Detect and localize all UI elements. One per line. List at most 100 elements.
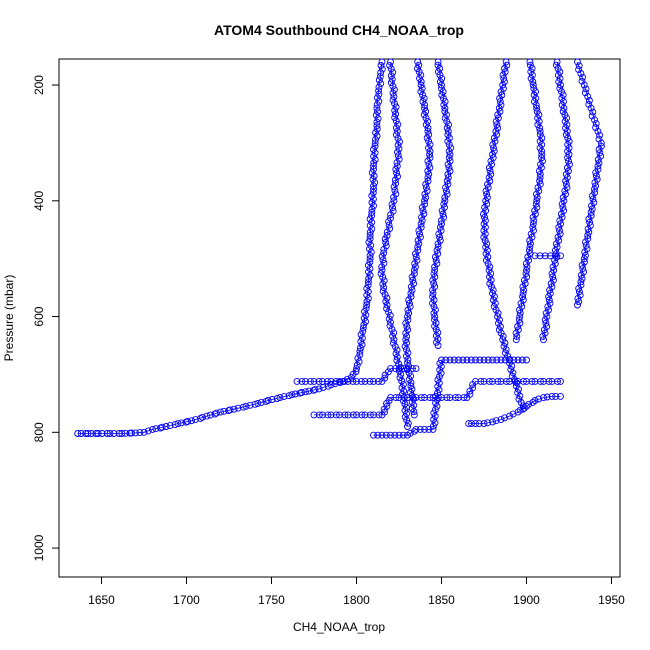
- point-6-5-2: [562, 180, 570, 188]
- point-7-2-2: [581, 89, 589, 97]
- point-1-11-4: [378, 263, 386, 271]
- point-7-13-6: [575, 298, 583, 306]
- point-2-4: [426, 151, 434, 158]
- point-0-24: [353, 365, 360, 373]
- point-6-2-3: [563, 114, 571, 122]
- point-0-4-3: [128, 429, 135, 437]
- point-0-30-2: [368, 225, 376, 233]
- point-0-37-1: [375, 83, 383, 91]
- point-2-10: [407, 289, 415, 297]
- point-12-4-1: [332, 377, 340, 385]
- point-0-6: [140, 428, 148, 436]
- point-2-0-4: [417, 71, 425, 79]
- point-4-11-1: [496, 316, 503, 324]
- point-0-25-5: [357, 331, 365, 339]
- point-6-3-1: [562, 131, 570, 139]
- point-2-11-3: [403, 323, 411, 330]
- point-0-14: [242, 402, 250, 410]
- point-10-7-9: [433, 396, 441, 404]
- point-9-17: [455, 394, 462, 402]
- point-0-7-3: [158, 423, 166, 431]
- point-3-8-1: [433, 246, 441, 254]
- point-9-11: [404, 394, 411, 402]
- point-1-1-3: [390, 86, 398, 94]
- y-axis-label: Pressure (mbar): [2, 275, 16, 362]
- point-2-12-3: [403, 346, 410, 354]
- point-9-2-1: [332, 411, 340, 419]
- data-points: [74, 58, 605, 439]
- y-tick-label-800: 800: [32, 422, 46, 442]
- point-9-10: [395, 394, 403, 402]
- point-4-9-2: [486, 273, 493, 281]
- point-5-1-1: [530, 84, 538, 92]
- point-4-2-4: [492, 117, 500, 125]
- point-6-11-6: [539, 332, 547, 340]
- y-tick-label-400: 400: [32, 190, 46, 210]
- point-2-5-6: [422, 194, 430, 201]
- point-1-9: [387, 214, 394, 222]
- point-5-3-2: [538, 134, 546, 142]
- point-4-11: [494, 313, 502, 321]
- point-11-5: [557, 252, 564, 260]
- point-2-9-2: [408, 273, 416, 281]
- point-9-7: [370, 411, 377, 419]
- point-4-2-5: [493, 121, 501, 129]
- point-6-4: [565, 151, 573, 158]
- point-4-9-3: [487, 276, 495, 284]
- point-8-9-1: [543, 393, 551, 401]
- point-0-32-4: [370, 172, 378, 180]
- point-4-0-5: [500, 74, 508, 82]
- point-9-18-1: [466, 390, 474, 398]
- point-2-12-4: [404, 349, 412, 357]
- point-2-4-3: [425, 160, 433, 168]
- point-3-9-6: [429, 286, 437, 294]
- point-2-12: [402, 336, 410, 344]
- point-2-3-1: [425, 131, 433, 139]
- point-7-12-3: [579, 265, 587, 273]
- series-line-8: [468, 396, 561, 424]
- point-6-3: [563, 127, 571, 135]
- point-0-33-2: [371, 156, 379, 163]
- point-1-1-1: [387, 79, 395, 87]
- point-0-35-3: [372, 111, 380, 119]
- point-3-10-1: [429, 293, 437, 301]
- point-2-0-1: [415, 61, 423, 69]
- point-1-16-2: [391, 343, 399, 351]
- point-0-30-5: [366, 215, 374, 223]
- point-10-7: [429, 425, 437, 433]
- point-6-3-2: [564, 134, 572, 142]
- point-10-14-1: [493, 356, 501, 364]
- point-5-8-6: [523, 263, 531, 271]
- point-4-11-6: [499, 332, 507, 340]
- point-12-0-1: [298, 377, 306, 385]
- point-1-7: [392, 179, 400, 187]
- point-0-37-2: [377, 80, 385, 88]
- point-4-8-5: [484, 260, 492, 268]
- point-1-4-3: [396, 138, 403, 146]
- point-2-9-5: [407, 283, 415, 291]
- point-0-25-1: [356, 344, 364, 352]
- point-9-19: [472, 377, 479, 385]
- point-12-7-1: [357, 377, 365, 385]
- point-0-10-3: [199, 413, 206, 421]
- point-0-31-5: [368, 192, 376, 200]
- point-9-10-1: [400, 394, 408, 402]
- point-3-2-5: [445, 121, 452, 129]
- point-1-12-1: [377, 270, 385, 278]
- point-10-17: [514, 356, 522, 364]
- point-2-5-2: [422, 180, 430, 188]
- point-10-2: [387, 431, 394, 439]
- point-2-13-5: [405, 375, 413, 383]
- point-3-9-4: [430, 280, 438, 287]
- point-2-6-6: [418, 217, 426, 225]
- point-5-7-6: [526, 240, 534, 248]
- point-0-31-3: [368, 199, 376, 206]
- point-5-0-2: [528, 65, 536, 72]
- point-4-9-4: [486, 280, 494, 287]
- point-10-4-2: [410, 427, 418, 435]
- point-2-11-5: [402, 329, 410, 337]
- point-2-11-2: [402, 319, 410, 327]
- point-6-2-6: [562, 124, 570, 132]
- point-2-12-5: [402, 352, 410, 360]
- point-7-10-2: [585, 215, 593, 223]
